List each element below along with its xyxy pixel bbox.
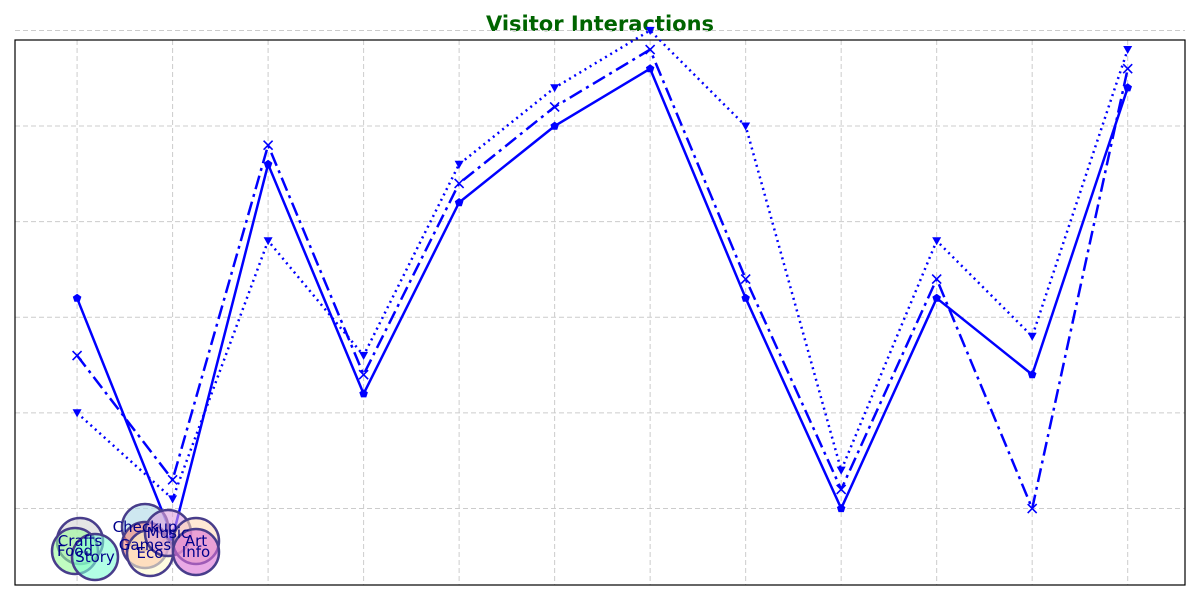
data-point xyxy=(454,160,464,169)
series-layer xyxy=(72,26,1133,541)
data-point xyxy=(454,178,465,189)
bubble-circle xyxy=(171,527,221,577)
data-point xyxy=(168,495,178,504)
bubble-circle xyxy=(70,532,120,582)
bubble-label: Games xyxy=(119,536,172,554)
data-point xyxy=(740,273,751,285)
bubble-info xyxy=(171,527,221,577)
series-1-line xyxy=(75,67,1129,539)
series-3 xyxy=(72,26,1133,504)
plot-frame xyxy=(14,39,1186,586)
data-point xyxy=(167,474,178,485)
data-point xyxy=(454,198,464,207)
data-point xyxy=(645,26,655,35)
data-point xyxy=(932,237,942,246)
data-point xyxy=(836,484,847,495)
chart-title: Visitor Interactions xyxy=(486,12,714,36)
bubble-label: Info xyxy=(182,543,210,561)
bubble-story xyxy=(70,532,120,582)
data-point xyxy=(549,101,560,112)
data-point xyxy=(550,84,560,93)
data-point xyxy=(72,409,82,418)
data-point xyxy=(358,369,369,380)
bubble-label: Checkup xyxy=(113,518,178,536)
data-point xyxy=(645,64,655,73)
data-point xyxy=(645,44,656,55)
data-point xyxy=(836,466,846,475)
data-point xyxy=(550,121,559,130)
data-point xyxy=(1123,45,1133,55)
data-point xyxy=(72,350,83,361)
data-point xyxy=(359,389,368,398)
data-point xyxy=(1027,370,1037,379)
series-2-line xyxy=(76,48,1129,510)
data-point xyxy=(741,293,750,302)
data-point xyxy=(263,237,273,246)
bubble-label: Art xyxy=(185,532,207,550)
bubble-label: Crafts xyxy=(58,532,103,550)
data-point xyxy=(1122,63,1133,74)
data-point xyxy=(1123,83,1132,92)
data-point xyxy=(263,140,274,151)
data-point xyxy=(263,159,273,168)
data-point xyxy=(1027,503,1038,514)
data-point xyxy=(932,293,941,302)
series-2 xyxy=(72,44,1133,514)
data-point xyxy=(836,504,846,513)
data-point xyxy=(1027,332,1037,341)
data-point xyxy=(359,351,369,361)
data-point xyxy=(72,293,82,302)
series-1 xyxy=(72,64,1132,541)
grid xyxy=(15,29,1185,585)
series-3-line xyxy=(76,29,1129,501)
bubble-label: Food xyxy=(57,542,93,560)
bubble-label: Story xyxy=(75,548,115,566)
bubble-label: Music xyxy=(147,524,190,542)
data-point xyxy=(741,122,751,131)
bubble-label: Eco xyxy=(137,544,164,562)
data-point xyxy=(931,273,942,285)
